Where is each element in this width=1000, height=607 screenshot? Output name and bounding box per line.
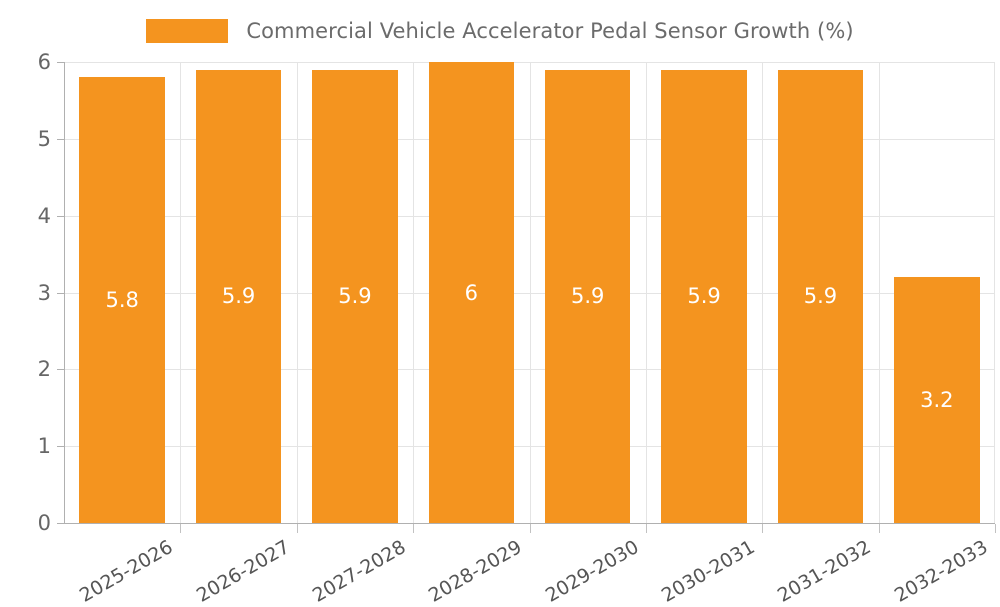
x-axis-tick [995,524,996,533]
y-axis-tick [57,62,64,63]
y-axis-line [64,62,65,524]
x-axis-tick [180,524,182,533]
gridline-vertical [762,62,764,523]
x-axis-tick-label: 2025-2026 [76,536,177,607]
y-axis-tick-label: 5 [37,126,51,151]
x-axis-tick [645,524,647,533]
gridline-vertical [413,62,415,523]
bar[interactable] [894,277,980,523]
x-axis-tick-label: 2030-2031 [657,536,759,607]
x-axis-tick-label: 2028-2029 [425,536,526,607]
bar[interactable] [312,69,398,523]
x-axis-tick [529,524,531,533]
chart-legend: Commercial Vehicle Accelerator Pedal Sen… [0,12,1000,50]
gridline-vertical [878,62,880,523]
y-axis-tick-labels: 0 1 2 3 4 5 6 [0,0,51,600]
x-axis-tick-label: 2026-2027 [192,536,294,607]
bar[interactable] [79,77,165,523]
legend-label: Commercial Vehicle Accelerator Pedal Sen… [246,19,854,43]
y-axis-tick-label: 4 [37,203,51,228]
bar[interactable] [195,69,282,523]
y-axis-tick-label: 2 [37,357,51,382]
gridline-vertical [529,62,531,523]
gridline-vertical [645,62,647,523]
bar[interactable] [544,69,631,523]
bar[interactable] [428,62,515,523]
bar[interactable] [777,69,864,523]
x-axis-tick-label: 2029-2030 [541,536,643,607]
x-axis-tick-label: 2031-2032 [774,536,876,607]
y-axis-tick [57,292,64,294]
y-axis-tick [57,523,64,524]
x-axis-tick-label: 2027-2028 [308,536,410,607]
bar[interactable] [661,69,747,523]
x-axis-tick-label: 2032-2033 [890,536,992,607]
y-axis-tick-label: 0 [37,511,51,535]
y-axis-tick [57,446,64,448]
legend-color-swatch[interactable] [146,19,229,43]
x-axis-tick [296,524,298,533]
y-axis-tick [57,215,64,217]
y-axis-tick [57,369,64,371]
y-axis-tick-label: 1 [37,434,51,459]
gridline-vertical [296,62,298,523]
plot-area: 5.8 5.9 5.9 6 5.9 5.9 5.9 3.2 [64,62,995,524]
x-axis-line [64,523,995,524]
gridline-vertical [180,62,182,523]
y-axis-tick [57,138,64,140]
y-axis-tick-label: 3 [37,280,51,305]
y-axis-tick-label: 6 [37,50,51,74]
x-axis-tick [878,524,880,533]
x-axis-tick [762,524,764,533]
x-axis-tick [413,524,415,533]
